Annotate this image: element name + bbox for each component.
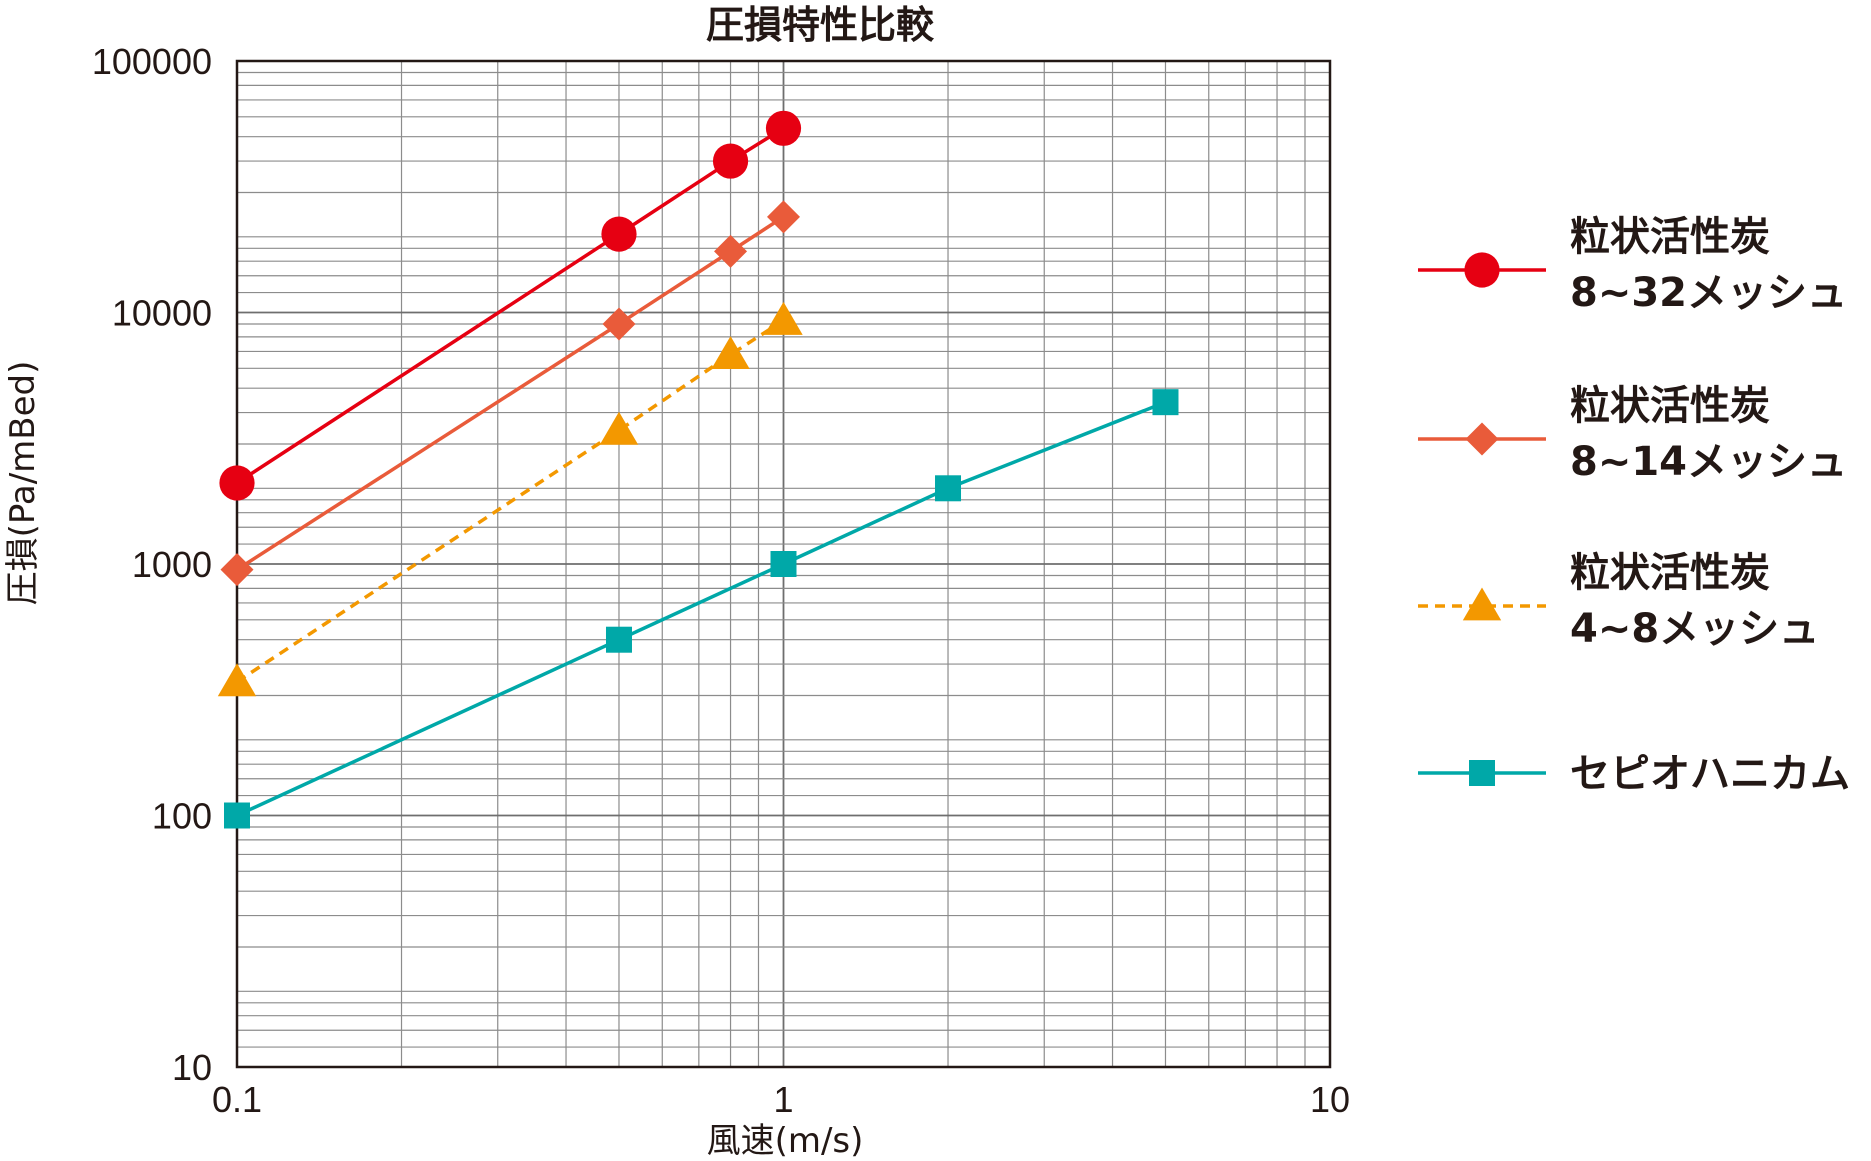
data-point (601, 216, 637, 252)
y-tick-label: 100 (152, 796, 212, 837)
series-4 (224, 389, 1179, 829)
legend-entry: 粒状活性炭 8~14メッシュ (1418, 383, 1847, 485)
legend-entry: 粒状活性炭 4~8メッシュ (1418, 550, 1819, 652)
x-tick-label: 1 (773, 1079, 793, 1120)
data-point (220, 553, 254, 587)
y-tick-label: 100000 (92, 41, 212, 82)
series-line (236, 318, 785, 684)
grid (236, 60, 1331, 1068)
x-tick-label: 10 (1310, 1079, 1350, 1120)
y-tick-label: 10 (172, 1047, 212, 1088)
data-point (712, 143, 749, 179)
chart-title: 圧損特性比較 (706, 3, 935, 47)
y-axis-label: 圧損(Pa/mBed) (3, 361, 43, 606)
legend-label: 8~14メッシュ (1570, 439, 1847, 485)
legend-swatch-marker (1465, 422, 1499, 456)
data-point (599, 411, 639, 445)
data-point (219, 465, 255, 501)
data-point (602, 307, 636, 341)
legend-label: 粒状活性炭 (1570, 550, 1770, 596)
data-point (767, 200, 800, 234)
data-point (605, 626, 632, 653)
series-line (236, 126, 785, 485)
data-point (224, 802, 250, 829)
data-point (217, 663, 257, 697)
series-line (236, 215, 785, 572)
y-tick-label: 1000 (132, 544, 212, 585)
legend-label: 4~8メッシュ (1570, 606, 1819, 652)
legend-label: セピオハニカム (1570, 751, 1850, 797)
legend-label: 8~32メッシュ (1570, 270, 1847, 316)
legend-swatch-marker (1464, 252, 1500, 288)
series-2 (220, 200, 800, 587)
data-point (935, 475, 962, 502)
data-point (764, 301, 803, 335)
legend-entry: 粒状活性炭 8~32メッシュ (1418, 214, 1847, 316)
x-axis-label: 風速(m/s) (707, 1121, 864, 1161)
y-tick-label: 10000 (112, 293, 212, 334)
data-point (765, 110, 802, 146)
data-point (770, 551, 797, 577)
legend-swatch-marker (1462, 587, 1502, 621)
legend-label: 粒状活性炭 (1570, 383, 1770, 429)
tick-labels: 0.1 1 10 10 100 1000 10000 100000 (92, 41, 1350, 1120)
data-point (1152, 389, 1179, 416)
legend-entry: セピオハニカム (1418, 751, 1850, 797)
series-layer (217, 110, 1179, 829)
data-point (711, 336, 750, 370)
series-3 (217, 301, 803, 697)
data-point (714, 234, 748, 268)
legend-swatch-marker (1469, 760, 1495, 786)
series-line (236, 400, 1167, 818)
series-1 (219, 110, 802, 501)
x-tick-label: 0.1 (212, 1079, 262, 1120)
legend-label: 粒状活性炭 (1570, 214, 1770, 260)
